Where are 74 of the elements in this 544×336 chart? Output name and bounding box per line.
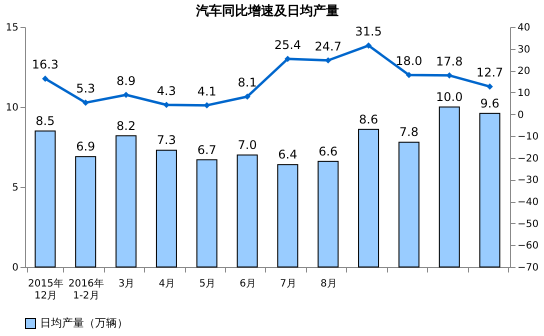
data-label: 5.3 bbox=[76, 82, 96, 96]
data-label: 24.7 bbox=[314, 39, 342, 54]
point bbox=[204, 102, 210, 108]
y2-tick-label: −10 bbox=[518, 132, 539, 143]
y2-tick-label: −60 bbox=[518, 240, 539, 252]
y2-tick-label: 0 bbox=[518, 110, 524, 121]
x-tick-label: 4月 bbox=[158, 278, 176, 290]
point bbox=[82, 100, 89, 106]
x-tick-label: 3月 bbox=[118, 278, 135, 290]
data-label: 4.1 bbox=[197, 84, 216, 98]
y2-tick-label: −50 bbox=[518, 218, 539, 230]
data-label: 17.8 bbox=[436, 54, 463, 68]
y-tick-label: 15 bbox=[6, 22, 18, 34]
bar bbox=[75, 156, 96, 268]
x-tick-label: 5月 bbox=[199, 278, 216, 290]
bar bbox=[398, 142, 420, 268]
y-tick-label: 0 bbox=[12, 262, 18, 274]
y-tick-label: 10 bbox=[6, 102, 18, 114]
category-label: 1-2月 bbox=[72, 290, 100, 302]
data-label: 8.6 bbox=[358, 112, 378, 126]
bar bbox=[156, 150, 177, 268]
data-label: 10.0 bbox=[436, 90, 463, 104]
point bbox=[446, 72, 453, 79]
category-label: 2015年 bbox=[28, 278, 64, 290]
point bbox=[365, 42, 372, 49]
point bbox=[284, 56, 291, 62]
bar bbox=[318, 160, 339, 268]
data-label: 25.4 bbox=[274, 38, 302, 52]
legend-label: 日均产量（万辆） bbox=[40, 316, 128, 330]
data-label: 6.7 bbox=[197, 142, 216, 157]
category-label: 12月 bbox=[34, 290, 58, 302]
y2-tick-label: 40 bbox=[518, 22, 530, 34]
bar bbox=[34, 130, 56, 268]
data-label: 8.5 bbox=[36, 114, 55, 128]
x-tick-label: 7月 bbox=[280, 278, 296, 290]
data-label: 8.1 bbox=[238, 76, 257, 90]
y2-tick-label: −40 bbox=[518, 197, 539, 208]
point bbox=[42, 76, 48, 82]
data-label: 16.3 bbox=[32, 58, 59, 72]
point bbox=[486, 83, 493, 90]
y2-tick-label: 30 bbox=[518, 44, 530, 56]
chart-title: 汽车同比增速及日均产量 bbox=[195, 3, 339, 19]
data-label: 8.2 bbox=[116, 118, 136, 133]
data-label: 6.4 bbox=[278, 148, 298, 162]
bar bbox=[358, 128, 380, 268]
point bbox=[163, 102, 170, 108]
bar bbox=[116, 135, 137, 268]
bar bbox=[277, 164, 298, 268]
data-label: 9.6 bbox=[480, 96, 500, 110]
point bbox=[122, 92, 130, 98]
data-label: 12.7 bbox=[476, 66, 504, 80]
y-tick-label: 5 bbox=[12, 182, 18, 194]
data-label: 18.0 bbox=[396, 54, 422, 68]
data-label: 8.9 bbox=[116, 74, 136, 88]
bar bbox=[196, 159, 218, 268]
bar bbox=[479, 112, 500, 268]
x-tick-label: 8月 bbox=[320, 278, 337, 290]
data-label: 6.6 bbox=[318, 144, 338, 158]
bar bbox=[236, 154, 258, 268]
data-label: 4.3 bbox=[156, 84, 176, 98]
x-tick-label: 6月 bbox=[240, 278, 256, 290]
data-label: 7.3 bbox=[156, 133, 176, 148]
y2-tick-label: −70 bbox=[518, 262, 539, 274]
point bbox=[244, 93, 250, 100]
y2-tick-label: −30 bbox=[518, 175, 539, 186]
data-label: 7.8 bbox=[399, 125, 419, 140]
y2-tick-label: 10 bbox=[518, 88, 530, 99]
data-label: 6.9 bbox=[76, 140, 96, 154]
data-label: 31.5 bbox=[355, 24, 382, 39]
y2-tick-label: 20 bbox=[518, 66, 530, 78]
bar bbox=[438, 106, 460, 268]
data-label: 7.0 bbox=[238, 138, 257, 152]
category-label: 2016年 bbox=[68, 278, 104, 290]
y2-tick-label: −20 bbox=[518, 153, 539, 164]
